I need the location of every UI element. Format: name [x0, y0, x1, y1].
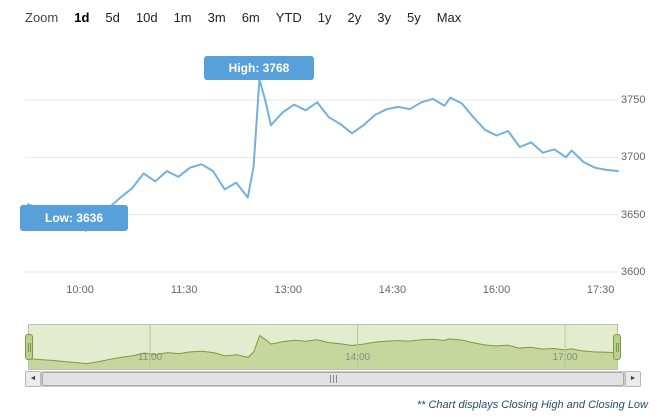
- navigator-line: [29, 334, 617, 365]
- zoom-button-group: 1d 5d 10d 1m 3m 6m YTD 1y 2y 3y 5y Max: [74, 10, 461, 25]
- zoom-button-10d[interactable]: 10d: [135, 10, 158, 25]
- navigator-axis-label: 14:00: [345, 352, 371, 363]
- navigator-area: [29, 335, 617, 369]
- chart-footnote: ** Chart displays Closing High and Closi…: [416, 399, 648, 411]
- zoom-button-6m[interactable]: 6m: [241, 10, 260, 25]
- low-flag-label: Low: 3636: [44, 211, 104, 225]
- scrollbar[interactable]: ◄ ►: [25, 371, 641, 387]
- zoom-button-1m[interactable]: 1m: [173, 10, 192, 25]
- scrollbar-track[interactable]: [41, 371, 625, 387]
- zoom-button-5d[interactable]: 5d: [105, 10, 120, 25]
- navigator[interactable]: 11:00 14:00 17:00: [25, 324, 621, 370]
- handle-grip-icon: [28, 343, 29, 352]
- zoom-label: Zoom: [25, 10, 59, 25]
- main-chart-canvas[interactable]: [0, 0, 666, 320]
- scroll-left-button[interactable]: ◄: [25, 371, 41, 387]
- high-flag-label: High: 3768: [228, 61, 290, 75]
- zoom-button-max[interactable]: Max: [436, 10, 462, 25]
- zoom-button-3y[interactable]: 3y: [377, 10, 391, 25]
- zoom-toolbar: Zoom 1d 5d 10d 1m 3m 6m YTD 1y 2y 3y 5y Max: [25, 10, 461, 25]
- low-flag[interactable]: Low: 3636: [20, 205, 128, 231]
- zoom-button-3m[interactable]: 3m: [207, 10, 226, 25]
- navigator-right-handle[interactable]: [613, 334, 621, 360]
- zoom-button-5y[interactable]: 5y: [406, 10, 421, 25]
- navigator-axis-label: 11:00: [137, 352, 163, 363]
- navigator-left-handle[interactable]: [25, 334, 33, 360]
- navigator-canvas[interactable]: [29, 325, 617, 369]
- scroll-right-button[interactable]: ►: [625, 371, 641, 387]
- high-flag[interactable]: High: 3768: [204, 56, 314, 80]
- scrollbar-thumb[interactable]: [42, 372, 624, 386]
- zoom-button-ytd[interactable]: YTD: [275, 10, 302, 25]
- zoom-button-1d[interactable]: 1d: [74, 10, 90, 25]
- handle-grip-icon: [616, 343, 617, 352]
- scrollbar-grip-icon: [332, 375, 334, 383]
- navigator-axis-label: 17:00: [552, 352, 578, 363]
- zoom-button-2y[interactable]: 2y: [347, 10, 362, 25]
- zoom-button-1y[interactable]: 1y: [317, 10, 332, 25]
- price-series-line[interactable]: [27, 78, 619, 232]
